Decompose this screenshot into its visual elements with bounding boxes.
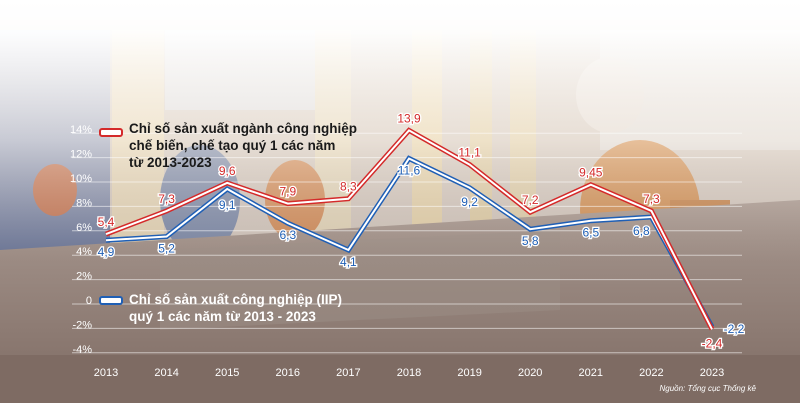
x-tick-label: 2023 — [700, 367, 724, 379]
legend-red-text: Chỉ số sản xuất ngành công nghiệp chế bi… — [129, 120, 357, 171]
blue-data-label: 9,2 — [461, 195, 478, 209]
red-data-label: 7,9 — [279, 185, 296, 199]
x-tick-label: 2019 — [457, 367, 481, 379]
x-tick-label: 2016 — [276, 367, 300, 379]
x-tick-label: 2015 — [215, 367, 239, 379]
data-labels: 5,4 7,3 9,6 7,9 8,3 13,9 11,1 7,2 9,45 7,3 -2,4 4,9… — [96, 110, 746, 351]
blue-data-label: 11,6 — [398, 163, 421, 177]
red-data-label: -2,4 — [702, 336, 723, 350]
x-tick-label: 2022 — [639, 367, 663, 379]
legend-red-line-2: chế biến, chế tạo quý 1 các năm — [129, 138, 336, 153]
y-tick-label: 10% — [70, 173, 92, 185]
legend-red-line-3: từ 2013-2023 — [129, 155, 212, 170]
y-tick-label: -2% — [72, 319, 92, 331]
blue-data-label: 6,5 — [582, 226, 599, 240]
y-tick-label: 0 — [86, 295, 92, 307]
x-axis-ticks: 2013 2014 2015 2016 2017 2018 2019 2020 2021 2022… — [94, 367, 724, 379]
blue-data-label: 4,9 — [98, 245, 115, 259]
legend-blue-line-2: quý 1 các năm từ 2013 - 2023 — [129, 309, 316, 324]
blue-data-label: 6,8 — [633, 224, 650, 238]
red-data-label: 13,9 — [397, 111, 421, 125]
red-data-label: 11,1 — [458, 146, 481, 160]
y-axis-ticks: 14% 12% 10% 8% 6% 4% 2% 0 -2% -4% — [70, 124, 92, 356]
x-tick-label: 2018 — [397, 367, 421, 379]
red-data-label: 9,45 — [579, 166, 603, 180]
red-data-label: 7,2 — [522, 193, 539, 207]
y-tick-label: 14% — [70, 124, 92, 136]
y-tick-label: 4% — [76, 246, 92, 258]
x-tick-label: 2021 — [579, 367, 603, 379]
y-tick-label: 6% — [76, 222, 92, 234]
legend-red-swatch — [99, 128, 123, 137]
red-data-label: 8,3 — [340, 180, 357, 194]
red-data-label: 5,4 — [98, 215, 115, 229]
y-tick-label: 8% — [76, 197, 92, 209]
legend-blue-text: Chỉ số sản xuất công nghiệp (IIP) quý 1 … — [129, 291, 342, 325]
x-tick-label: 2017 — [336, 367, 360, 379]
x-tick-label: 2013 — [94, 367, 118, 379]
y-tick-label: 12% — [70, 149, 92, 161]
x-tick-label: 2020 — [518, 367, 542, 379]
series-lines — [105, 127, 715, 331]
blue-data-label: 9,1 — [219, 198, 236, 212]
red-data-label: 7,3 — [158, 192, 175, 206]
legend-blue-line-1: Chỉ số sản xuất công nghiệp (IIP) — [129, 292, 343, 307]
legend-blue-swatch — [99, 296, 123, 305]
x-tick-label: 2014 — [154, 367, 178, 379]
series-line-core — [105, 129, 713, 330]
blue-data-label: 6,3 — [279, 228, 296, 242]
blue-data-label: 5,8 — [522, 234, 539, 248]
series-line-core — [105, 157, 713, 328]
blue-data-label: 5,2 — [158, 242, 175, 256]
blue-data-label: 4,1 — [340, 255, 357, 269]
red-data-label: 7,3 — [643, 192, 660, 206]
red-data-label: 9,6 — [219, 164, 236, 178]
y-tick-label: 2% — [76, 271, 92, 283]
blue-data-label: -2,2 — [724, 322, 745, 336]
y-tick-label: -4% — [72, 344, 92, 356]
source-note: Nguồn: Tổng cục Thống kê — [659, 384, 756, 393]
legend-red-line-1: Chỉ số sản xuất ngành công nghiệp — [129, 121, 358, 136]
